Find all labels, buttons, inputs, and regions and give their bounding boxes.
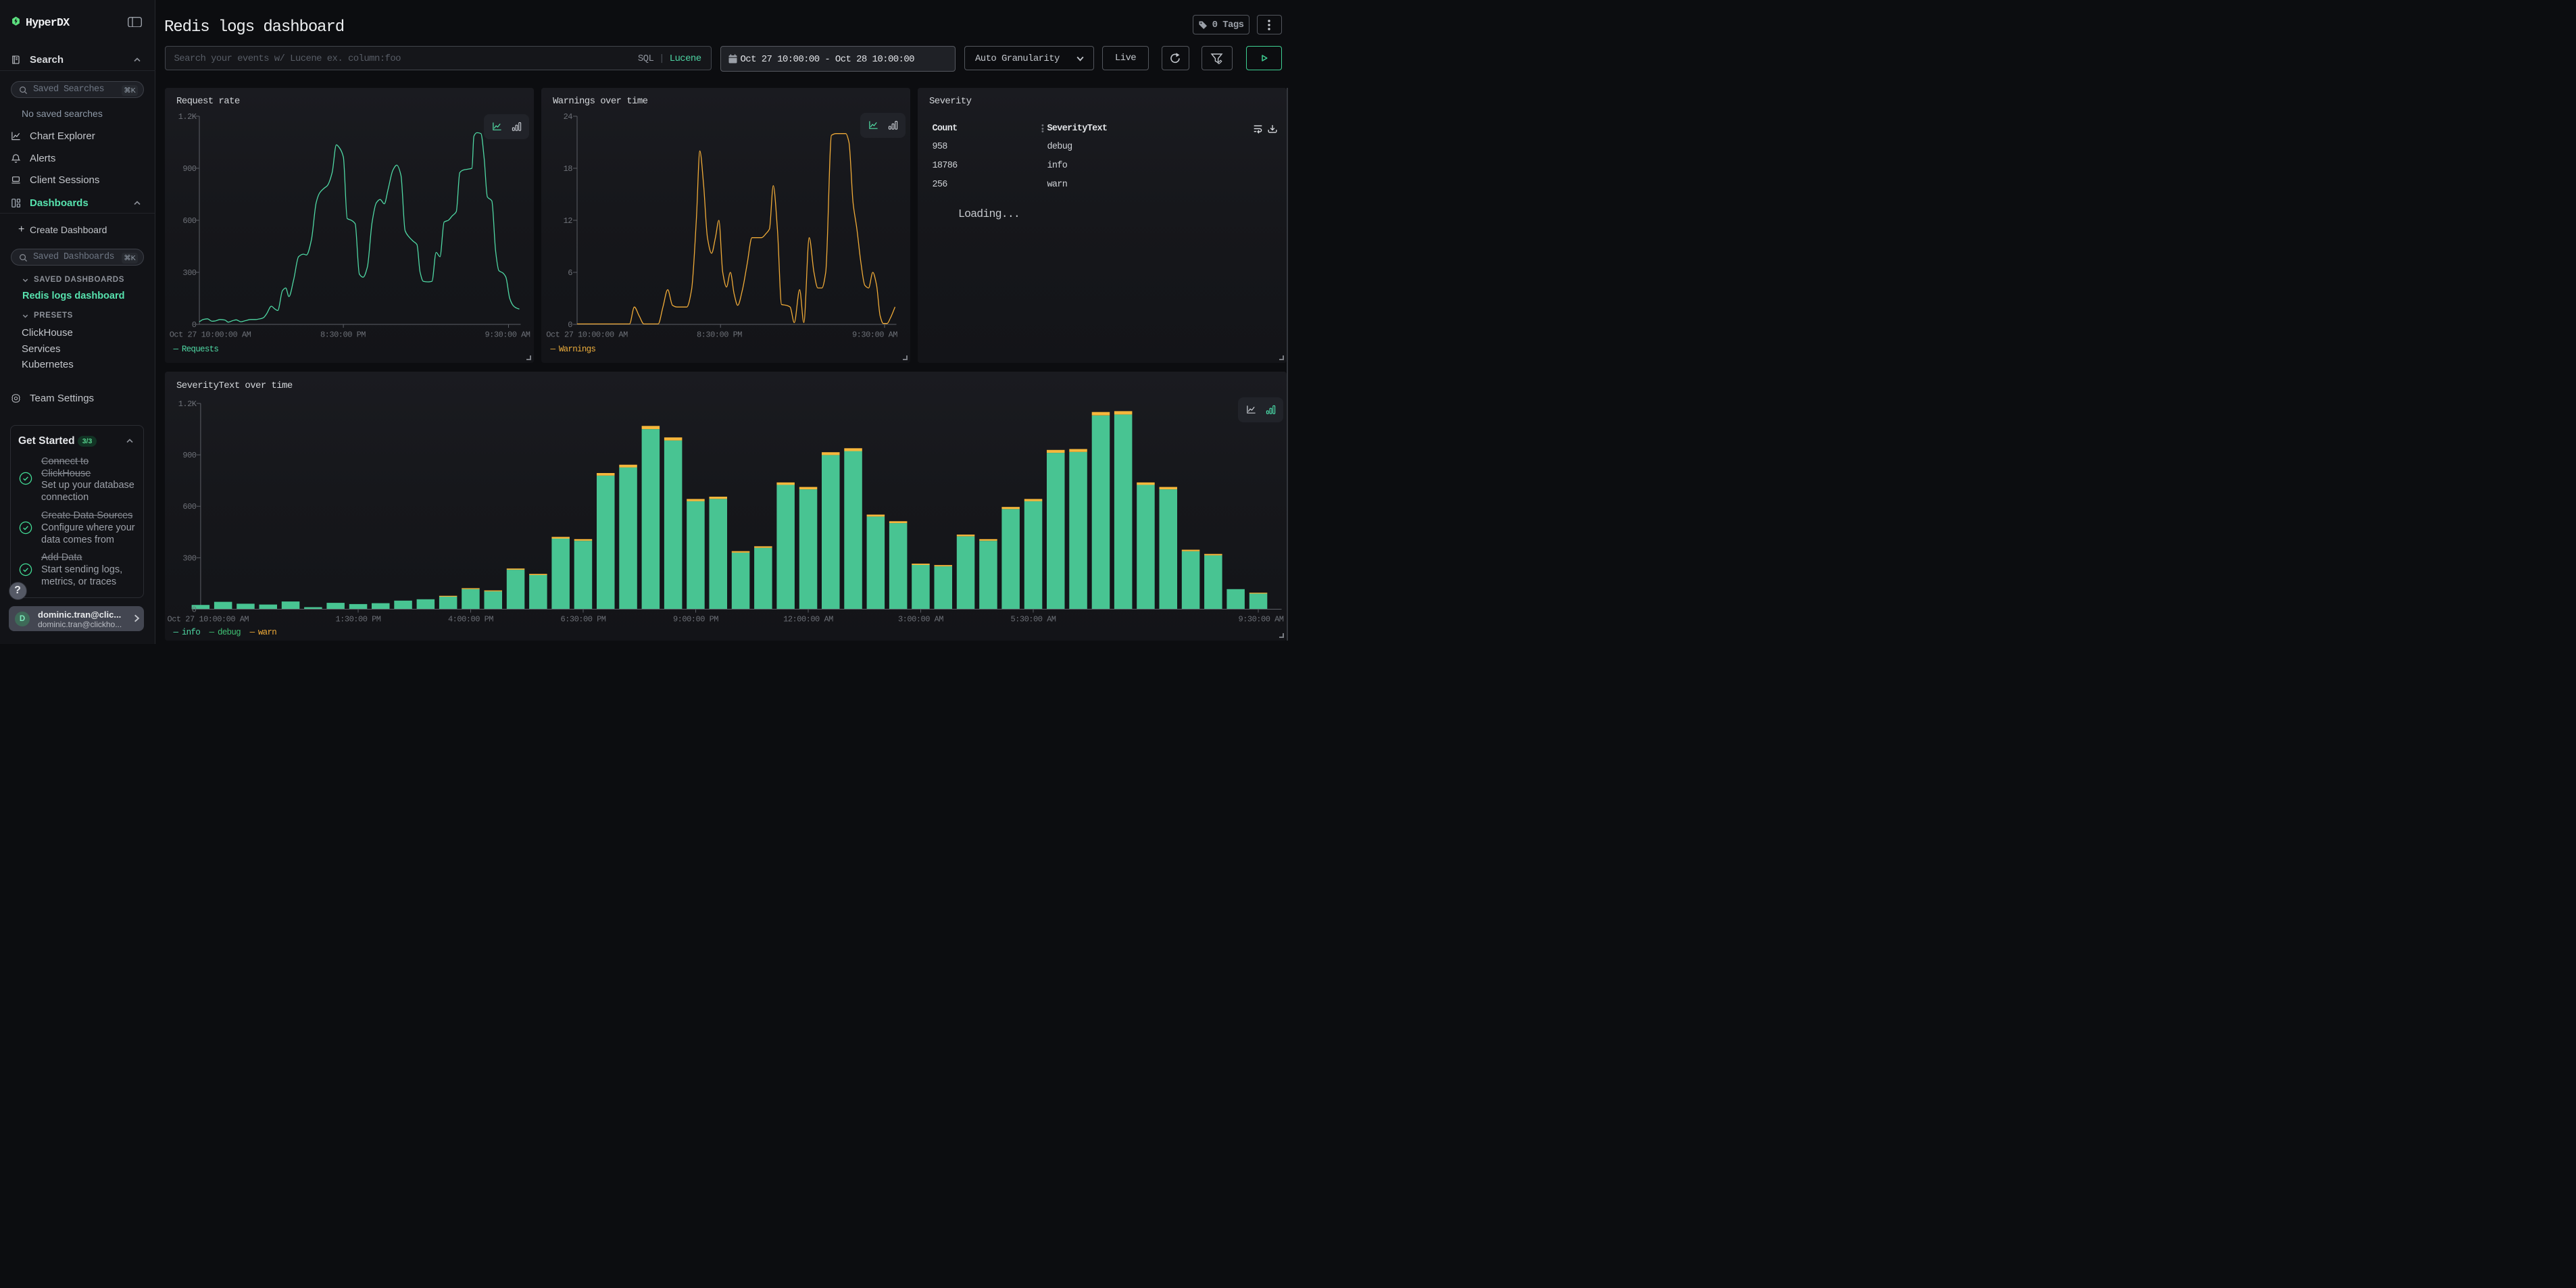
svg-text:9:30:00 AM: 9:30:00 AM bbox=[1238, 615, 1283, 624]
svg-text:12: 12 bbox=[563, 216, 572, 226]
svg-text:1.2K: 1.2K bbox=[178, 399, 197, 409]
svg-text:1.2K: 1.2K bbox=[178, 112, 197, 122]
svg-text:300: 300 bbox=[182, 268, 196, 278]
svg-text:9:00:00 PM: 9:00:00 PM bbox=[672, 615, 718, 624]
svg-text:24: 24 bbox=[563, 112, 572, 122]
svg-text:0: 0 bbox=[191, 320, 196, 330]
svg-text:4:00:00 PM: 4:00:00 PM bbox=[447, 615, 493, 624]
svg-text:8:30:00 PM: 8:30:00 PM bbox=[696, 330, 741, 340]
svg-text:600: 600 bbox=[182, 502, 196, 512]
svg-text:Oct 27 10:00:00 AM: Oct 27 10:00:00 AM bbox=[169, 330, 251, 340]
svg-text:Oct 27 10:00:00 AM: Oct 27 10:00:00 AM bbox=[546, 330, 628, 340]
svg-text:0: 0 bbox=[568, 320, 572, 330]
svg-text:9:30:00 AM: 9:30:00 AM bbox=[485, 330, 530, 340]
svg-text:Oct 27 10:00:00 AM: Oct 27 10:00:00 AM bbox=[167, 615, 249, 624]
svg-text:900: 900 bbox=[182, 164, 196, 174]
svg-text:18: 18 bbox=[563, 164, 572, 174]
svg-text:600: 600 bbox=[182, 216, 196, 226]
svg-text:6:30:00 PM: 6:30:00 PM bbox=[560, 615, 605, 624]
svg-text:6: 6 bbox=[568, 268, 572, 278]
svg-text:1:30:00 PM: 1:30:00 PM bbox=[335, 615, 380, 624]
svg-text:300: 300 bbox=[182, 553, 196, 563]
svg-text:12:00:00 AM: 12:00:00 AM bbox=[783, 615, 833, 624]
svg-text:8:30:00 PM: 8:30:00 PM bbox=[320, 330, 365, 340]
svg-text:900: 900 bbox=[182, 451, 196, 460]
svg-text:9:30:00 AM: 9:30:00 AM bbox=[851, 330, 897, 340]
svg-text:3:00:00 AM: 3:00:00 AM bbox=[897, 615, 943, 624]
svg-text:0: 0 bbox=[191, 605, 196, 615]
svg-text:5:30:00 AM: 5:30:00 AM bbox=[1010, 615, 1056, 624]
